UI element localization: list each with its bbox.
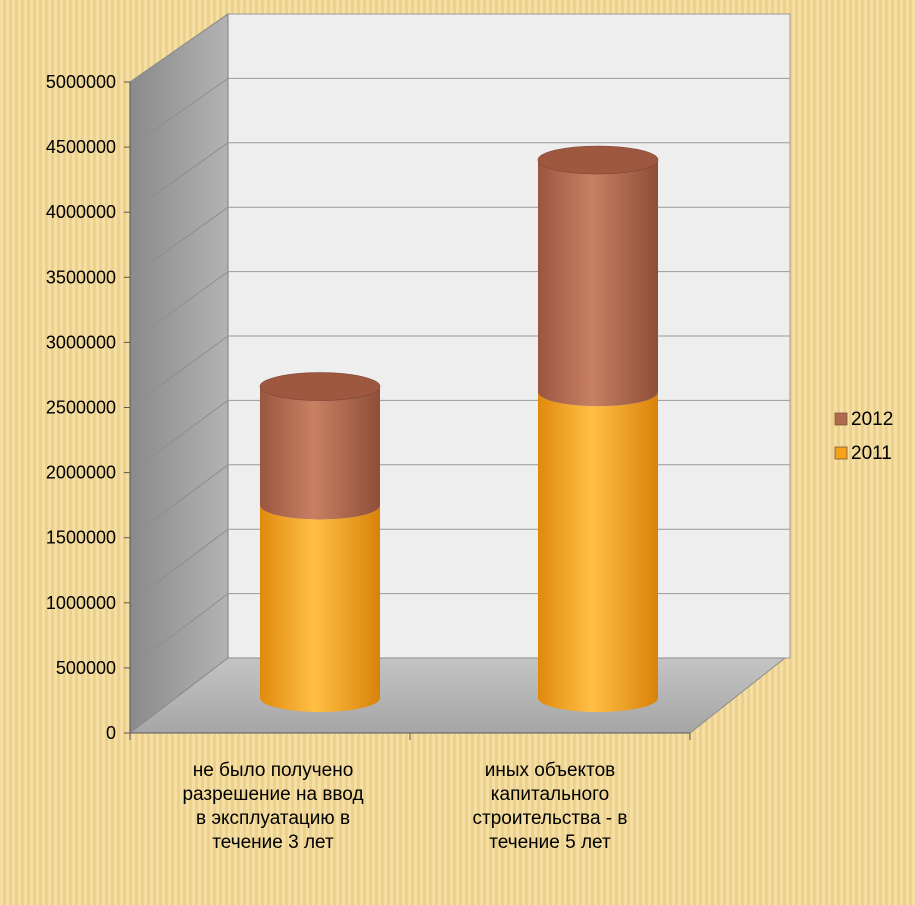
gridline-side [129,206,229,278]
y-tick-label: 4000000 [46,202,116,222]
y-tick-label: 1000000 [46,593,116,613]
legend: 2012 2011 [834,409,893,464]
y-tick-labels: 0 500000 1000000 1500000 2000000 2500000 30000… [46,72,116,743]
y-tick-label: 2500000 [46,398,116,418]
x-tick-label-1: не было получено разрешение на ввод в эк… [182,760,364,853]
gridline-side [129,77,229,148]
gridline-side [129,142,229,213]
gridline-side [129,593,229,669]
bar-2011-1 [260,505,380,712]
y-tick-label: 500000 [56,658,116,678]
gridline-side [129,528,229,604]
bar-2011-2 [538,392,658,712]
bar-top-2012-2 [537,145,659,175]
gridline-side [129,399,229,474]
bar-top-2012-1 [259,372,381,401]
legend-label-2012: 2012 [851,409,893,430]
plot-side-wall [129,13,229,735]
y-tick-label: 0 [106,723,116,743]
x-tick-label-2: иных объектов капитального строительства… [472,760,628,853]
gridline-side [129,271,229,343]
y-tick-label: 5000000 [46,72,116,92]
plot-floor [128,657,787,734]
bar-2012-1 [260,386,380,520]
y-tick-label: 3000000 [46,332,116,352]
gridline-side [129,13,229,83]
y-tick-label: 3500000 [46,267,116,287]
y-tick-label: 4500000 [46,137,116,157]
legend-label-2011: 2011 [851,443,892,464]
legend-swatch-2011 [834,446,848,460]
gridline-side [129,335,229,408]
bars [259,145,659,712]
bar-2012-2 [538,160,658,407]
y-tick-label: 1500000 [46,528,116,548]
gridline-side [129,464,229,539]
y-tick-label: 2000000 [46,463,116,483]
legend-swatch-2012 [834,412,848,426]
chart-frame [128,13,791,735]
